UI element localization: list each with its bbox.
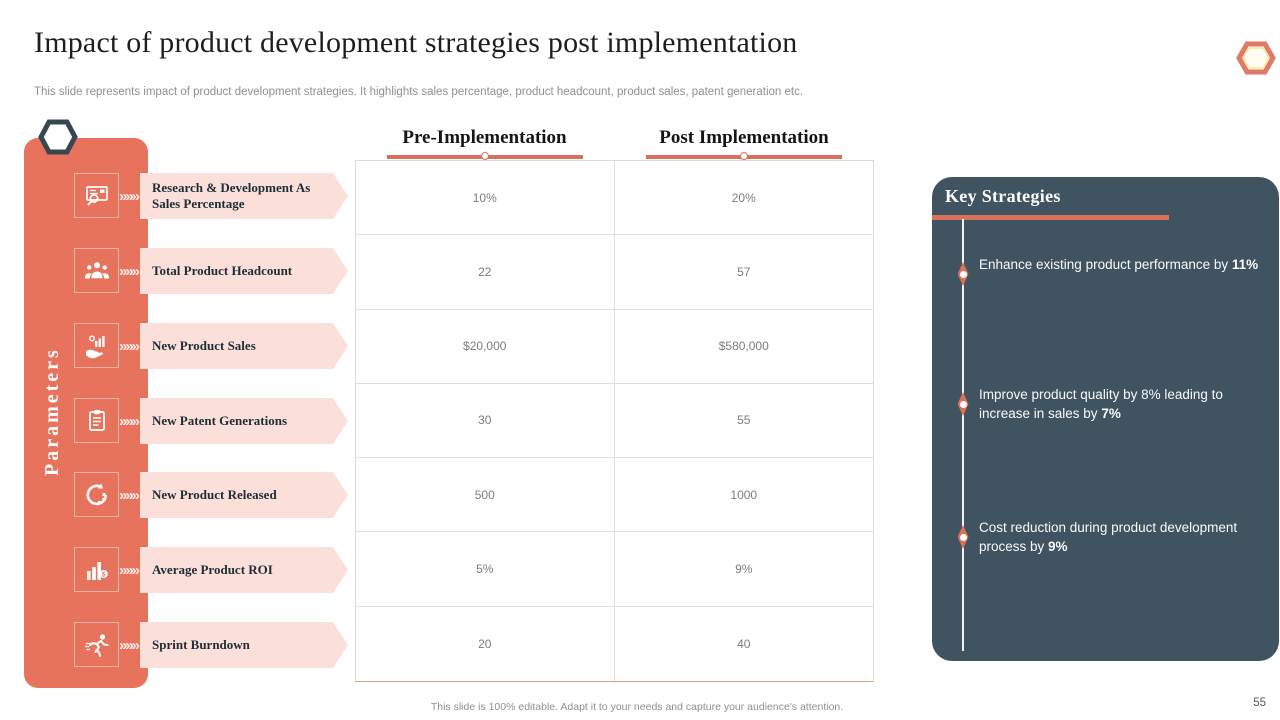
clipboard-icon: [74, 398, 119, 443]
timeline-marker-icon: [957, 262, 969, 286]
table-cell: 1000: [614, 458, 873, 533]
parameter-label: New Product Sales: [152, 337, 256, 353]
parameter-banner: New Product Released: [140, 472, 348, 518]
table-cell: $20,000: [356, 309, 615, 384]
chevrons-icon: »»»: [119, 187, 140, 205]
timeline-marker-icon: [957, 392, 969, 416]
parameter-row: »»» New Product Sales: [0, 323, 360, 369]
hexagon-logo-icon: [1236, 41, 1276, 75]
table-cell: 20: [356, 606, 615, 681]
gear-arrow-icon: [74, 472, 119, 517]
comparison-table: 10% 20% 22 57 $20,000 $580,000 30 55 500 1000 5% 9%…: [355, 160, 874, 682]
parameter-label: New Patent Generations: [152, 412, 288, 428]
strategy-item: Cost reduction during product developmen…: [979, 520, 1238, 554]
parameter-row: »»» New Product Released: [0, 472, 360, 518]
table-cell: 20%: [614, 161, 873, 236]
chevrons-icon: »»»: [119, 337, 140, 355]
runner-icon: [74, 622, 119, 667]
parameter-banner: Sprint Burndown: [140, 622, 348, 668]
column-header: Pre-Implementation: [402, 127, 567, 148]
strategy-item: Improve product quality by 8% leading to…: [979, 387, 1223, 421]
page-subtitle: This slide represents impact of product …: [34, 86, 804, 98]
people-group-icon: [74, 248, 119, 293]
svg-text:$: $: [101, 571, 105, 578]
chevrons-icon: »»»: [119, 561, 140, 579]
table-cell: 10%: [356, 161, 615, 236]
research-magnifier-icon: [74, 173, 119, 218]
parameter-label: Total Product Headcount: [152, 262, 293, 278]
table-cell: 5%: [356, 532, 615, 607]
parameter-row: »»» Sprint Burndown: [0, 622, 360, 668]
bar-chart-dollar-icon: $: [74, 547, 119, 592]
parameter-banner: Research & Development As Sales Percenta…: [140, 173, 348, 219]
table-cell: 500: [356, 458, 615, 533]
underline-knob-icon: [480, 151, 489, 160]
table-cell: 30: [356, 383, 615, 459]
chevrons-icon: »»»: [119, 486, 140, 504]
parameter-banner: New Product Sales: [140, 323, 348, 369]
key-strategies-title: Key Strategies: [945, 186, 1061, 206]
strategy-item: Enhance existing product performance by …: [979, 257, 1259, 272]
table-cell: 9%: [614, 532, 873, 607]
chevrons-icon: »»»: [119, 262, 140, 280]
parameter-label: Average Product ROI: [152, 561, 273, 577]
header-underline-bar: [646, 151, 842, 160]
key-strategies-panel: Key Strategies Enhance existing product …: [932, 177, 1279, 661]
parameter-label: New Product Released: [152, 486, 277, 502]
table-cell: 57: [614, 235, 873, 310]
page-number: 55: [1253, 697, 1266, 709]
parameter-banner: Total Product Headcount: [140, 248, 348, 294]
footer-note: This slide is 100% editable. Adapt it to…: [430, 701, 844, 713]
table-cell: 40: [737, 636, 751, 651]
parameter-banner: Average Product ROI: [140, 547, 348, 593]
parameter-row: »»» Total Product Headcount: [0, 248, 360, 294]
parameter-banner: New Patent Generations: [140, 398, 348, 444]
table-cell: $580,000: [614, 310, 873, 384]
title-underline-bar: [932, 215, 1169, 220]
hand-coins-chart-icon: [74, 323, 119, 368]
timeline-line: [962, 219, 964, 651]
parameter-row: »»» Research & Development As Sales Perce…: [0, 173, 360, 219]
parameter-label: Sprint Burndown: [152, 636, 250, 652]
header-underline-bar: [386, 151, 583, 160]
sidebar-hexagon-icon: [38, 119, 78, 155]
parameter-row: »»» New Patent Generations: [0, 398, 360, 444]
page-title: Impact of product development strategies…: [34, 26, 798, 59]
timeline-marker-icon: [957, 525, 969, 549]
parameter-label: Research & Development As Sales Percenta…: [152, 179, 311, 211]
chevrons-icon: »»»: [119, 412, 140, 430]
parameters-sidebar: [24, 138, 148, 688]
underline-knob-icon: [740, 151, 748, 160]
chevrons-icon: »»»: [119, 636, 140, 654]
parameter-row: $ »»» Average Product ROI: [0, 547, 360, 593]
table-cell: 55: [614, 384, 873, 459]
column-header: Post Implementation: [659, 127, 829, 148]
table-cell: 22: [356, 235, 615, 310]
